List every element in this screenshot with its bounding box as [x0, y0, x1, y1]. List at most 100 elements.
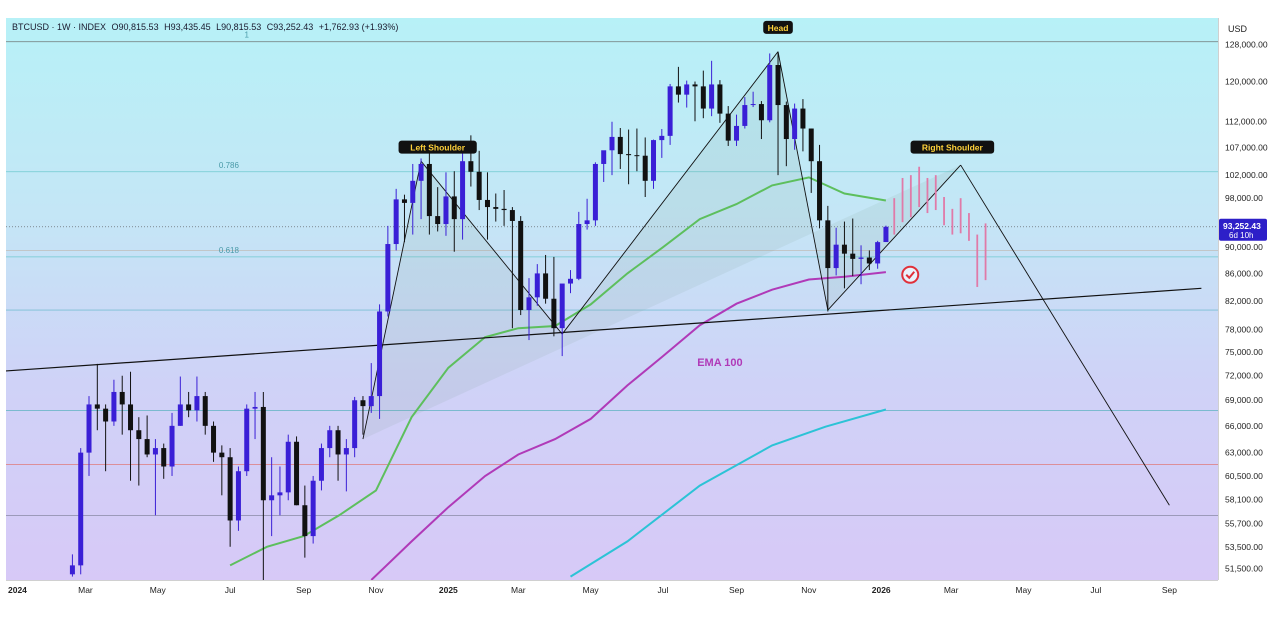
candle[interactable] [103, 404, 109, 472]
candle[interactable] [642, 137, 648, 198]
candle[interactable] [235, 466, 241, 531]
chart-svg[interactable]: 1 0.786 0.618 EMA 100 Head Left Shoulder Rig… [6, 18, 1218, 580]
candle[interactable] [501, 190, 507, 226]
candle[interactable] [584, 198, 590, 230]
candle[interactable] [601, 150, 607, 182]
candle[interactable] [451, 171, 457, 252]
candle[interactable] [401, 194, 407, 243]
candle[interactable] [426, 140, 432, 235]
candle[interactable] [86, 396, 92, 476]
candle[interactable] [717, 80, 723, 123]
candle[interactable] [418, 158, 424, 220]
candle[interactable] [310, 475, 316, 544]
currency-label[interactable]: USD [1228, 24, 1248, 34]
candle[interactable] [808, 128, 814, 193]
price-scale[interactable]: 128,000.00 120,000.00 112,000.00 107,000.00… [1218, 18, 1275, 580]
candle[interactable] [634, 128, 640, 172]
candle[interactable] [152, 439, 158, 516]
candle[interactable] [219, 445, 225, 496]
candle[interactable] [509, 207, 515, 329]
candle[interactable] [368, 363, 374, 413]
candle[interactable] [833, 227, 839, 276]
candle[interactable] [576, 211, 582, 281]
candle[interactable] [169, 412, 175, 476]
candle[interactable] [352, 396, 358, 458]
candle[interactable] [252, 391, 258, 440]
candle[interactable] [850, 218, 856, 277]
candle[interactable] [294, 436, 300, 506]
candle[interactable] [617, 128, 623, 169]
trendline[interactable] [6, 287, 1202, 372]
candle[interactable] [775, 52, 781, 176]
candle[interactable] [285, 434, 291, 501]
candle[interactable] [667, 83, 673, 145]
candle[interactable] [385, 225, 391, 317]
candle[interactable] [211, 421, 217, 462]
candle[interactable] [866, 250, 872, 271]
trendline[interactable] [827, 164, 961, 311]
candle[interactable] [343, 439, 349, 492]
candle[interactable] [684, 80, 690, 108]
candle[interactable] [692, 81, 698, 122]
candle[interactable] [476, 150, 482, 211]
candle[interactable] [460, 152, 466, 240]
candle[interactable] [186, 391, 192, 418]
candle[interactable] [559, 283, 565, 357]
candle[interactable] [194, 376, 200, 422]
candle[interactable] [94, 363, 100, 431]
trendline[interactable] [777, 51, 829, 311]
candle[interactable] [526, 278, 532, 341]
trendline[interactable] [561, 51, 779, 335]
candle[interactable] [318, 443, 324, 491]
trendline[interactable] [362, 161, 422, 440]
candle[interactable] [69, 554, 75, 577]
candle[interactable] [800, 99, 806, 152]
candle[interactable] [493, 193, 499, 222]
candle[interactable] [534, 264, 540, 306]
time-scale[interactable]: 2024 Mar May Jul Sep Nov 2025 Mar May Jul Sep Nov 20… [6, 580, 1218, 599]
candle[interactable] [651, 139, 657, 189]
candle[interactable] [675, 66, 681, 103]
candle[interactable] [360, 396, 366, 435]
candle[interactable] [410, 163, 416, 235]
candle[interactable] [551, 256, 557, 337]
candle[interactable] [393, 188, 399, 251]
candle[interactable] [825, 205, 831, 312]
pattern-label[interactable]: Left Shoulder [398, 140, 477, 154]
candle[interactable] [734, 114, 740, 146]
candle[interactable] [883, 225, 889, 243]
candle[interactable] [335, 425, 341, 481]
candle[interactable] [841, 221, 847, 289]
candle[interactable] [767, 53, 773, 123]
candle[interactable] [443, 172, 449, 236]
candle[interactable] [111, 379, 117, 426]
candle[interactable] [161, 443, 167, 479]
candle[interactable] [783, 101, 789, 167]
candle[interactable] [792, 103, 798, 150]
candle[interactable] [484, 172, 490, 240]
candle[interactable] [136, 417, 142, 486]
candle[interactable] [177, 376, 183, 426]
candle[interactable] [327, 425, 333, 458]
candle[interactable] [750, 91, 756, 108]
candle[interactable] [128, 371, 134, 481]
candle[interactable] [700, 70, 706, 119]
candle[interactable] [78, 448, 84, 575]
candle[interactable] [518, 216, 524, 316]
candle[interactable] [302, 485, 308, 558]
pattern-label[interactable]: Right Shoulder [910, 140, 995, 154]
candle[interactable] [227, 448, 233, 547]
candle[interactable] [269, 457, 275, 537]
candle[interactable] [543, 254, 549, 304]
candle[interactable] [377, 304, 383, 419]
candle[interactable] [659, 129, 665, 158]
candle[interactable] [592, 162, 598, 226]
candle[interactable] [742, 97, 748, 129]
candle[interactable] [709, 60, 715, 117]
candle[interactable] [758, 101, 764, 140]
candle[interactable] [858, 245, 864, 285]
candle[interactable] [119, 375, 125, 435]
pattern-label[interactable]: Head [763, 20, 793, 34]
trendline[interactable] [420, 160, 563, 335]
chart-plot-area[interactable]: 1 0.786 0.618 EMA 100 Head Left Shoulder Rig… [6, 18, 1218, 580]
